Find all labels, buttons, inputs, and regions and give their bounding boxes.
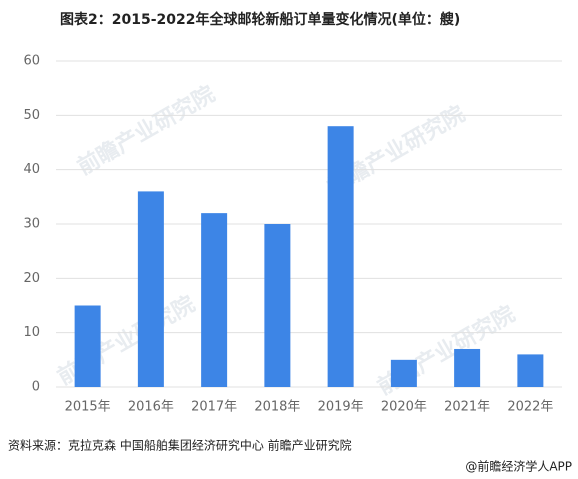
bar [390, 359, 417, 387]
bar [517, 354, 544, 387]
bar [137, 191, 164, 387]
y-tick-label: 60 [23, 54, 40, 69]
bar [327, 126, 354, 387]
y-tick-label: 20 [23, 271, 40, 286]
x-tick-label: 2015年 [65, 400, 111, 415]
x-tick-label: 2022年 [507, 400, 553, 415]
x-tick-label: 2018年 [254, 400, 300, 415]
bar [74, 305, 101, 387]
y-tick-label: 10 [23, 325, 40, 340]
x-tick-label: 2019年 [318, 400, 364, 415]
watermark: 前瞻产业研究院 [73, 81, 219, 181]
bar [201, 213, 228, 387]
y-tick-label: 40 [23, 162, 40, 177]
y-tick-label: 0 [32, 380, 40, 395]
x-tick-label: 2017年 [191, 400, 237, 415]
y-tick-label: 30 [23, 217, 40, 232]
bar [264, 224, 291, 387]
source: 资料来源：克拉克森 中国船舶集团经济研究中心 前瞻产业研究院 [8, 438, 352, 453]
x-tick-label: 2016年 [128, 400, 174, 415]
y-tick-label: 50 [23, 108, 40, 123]
bar [454, 348, 481, 387]
credit: @前瞻经济学人APP [465, 459, 572, 474]
chart-title: 图表2：2015-2022年全球邮轮新船订单量变化情况(单位：艘) [60, 11, 460, 28]
x-tick-label: 2021年 [444, 400, 490, 415]
x-tick-label: 2020年 [381, 400, 427, 415]
